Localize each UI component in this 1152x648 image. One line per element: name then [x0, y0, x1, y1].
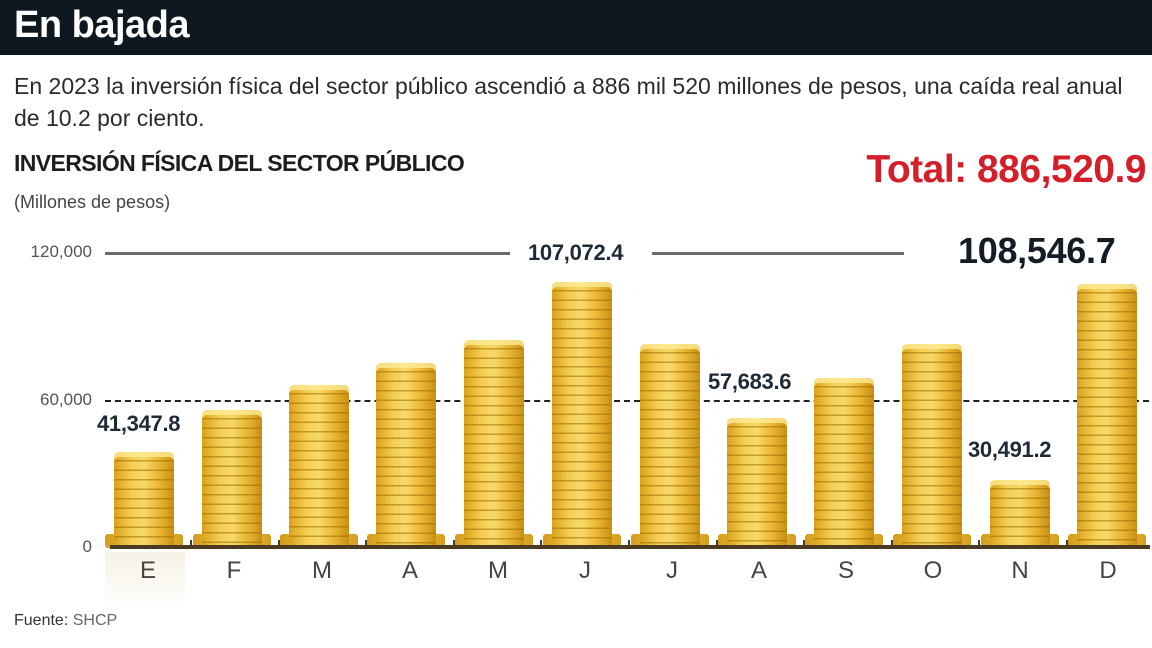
bar-jun — [552, 282, 612, 548]
bar-abr — [376, 363, 436, 548]
xlabel-sep: S — [837, 557, 854, 584]
bar-oct — [902, 344, 962, 548]
xlabel-ene: E — [139, 557, 156, 584]
axis-tick — [453, 540, 455, 548]
reference-line-60000 — [105, 400, 1149, 402]
total-value: Total: 886,520.9 — [866, 148, 1146, 191]
annotation-ago: 57,683.6 — [708, 369, 792, 394]
axis-tick — [891, 540, 893, 548]
xlabel-jul: J — [666, 557, 678, 584]
xlabel-ago: A — [750, 557, 767, 584]
reference-line-120000-left — [105, 252, 510, 255]
headline: En bajada — [14, 4, 190, 46]
bar-sep — [814, 378, 874, 548]
ytick-120000: 120,000 — [30, 242, 92, 261]
source-label: Fuente: — [14, 612, 69, 629]
bar-ago — [727, 418, 787, 548]
chart-title: INVERSIÓN FÍSICA DEL SECTOR PÚBLICO — [14, 150, 465, 176]
annotation-jun: 107,072.4 — [528, 240, 624, 265]
bar-may — [464, 340, 524, 548]
plot-area — [105, 240, 1150, 548]
axis-tick — [628, 540, 630, 548]
bar-feb — [202, 410, 262, 548]
xlabel-nov: N — [1011, 557, 1029, 584]
axis-tick — [1066, 540, 1068, 548]
xlabel-dic: D — [1099, 557, 1117, 584]
annotation-dic: 108,546.7 — [958, 230, 1116, 271]
annotation-nov: 30,491.2 — [968, 437, 1052, 462]
axis-tick — [190, 540, 192, 548]
xlabel-mar: M — [312, 557, 332, 584]
bar-ene — [114, 452, 174, 548]
axis-tick — [978, 540, 980, 548]
ytick-60000: 60,000 — [40, 390, 92, 409]
bar-mar — [289, 385, 349, 548]
bar-dic — [1077, 284, 1137, 548]
x-axis — [110, 545, 1150, 549]
xlabel-oct: O — [923, 557, 943, 584]
axis-tick — [365, 540, 367, 548]
bar-nov — [990, 480, 1050, 548]
intro-text: En 2023 la inversión física del sector p… — [14, 73, 1123, 131]
reference-line-120000-right — [652, 252, 904, 255]
label-shadow — [105, 552, 185, 612]
axis-tick — [540, 540, 542, 548]
axis-tick — [278, 540, 280, 548]
xlabel-may: M — [488, 557, 508, 584]
xlabel-abr: A — [401, 557, 418, 584]
xlabel-jun: J — [579, 557, 591, 584]
chart-unit: (Millones de pesos) — [14, 192, 171, 212]
source-value: SHCP — [72, 612, 118, 629]
annotation-ene: 41,347.8 — [97, 411, 181, 436]
axis-tick — [716, 540, 718, 548]
source-note: Fuente: SHCP — [14, 612, 117, 630]
xlabel-feb: F — [226, 557, 242, 584]
header-bar: En bajada — [0, 0, 1152, 55]
axis-tick — [803, 540, 805, 548]
ytick-0: 0 — [82, 537, 92, 556]
bar-jul — [640, 344, 700, 548]
